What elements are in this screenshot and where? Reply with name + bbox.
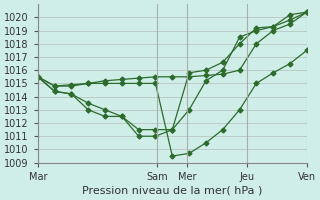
- X-axis label: Pression niveau de la mer( hPa ): Pression niveau de la mer( hPa ): [82, 186, 262, 196]
